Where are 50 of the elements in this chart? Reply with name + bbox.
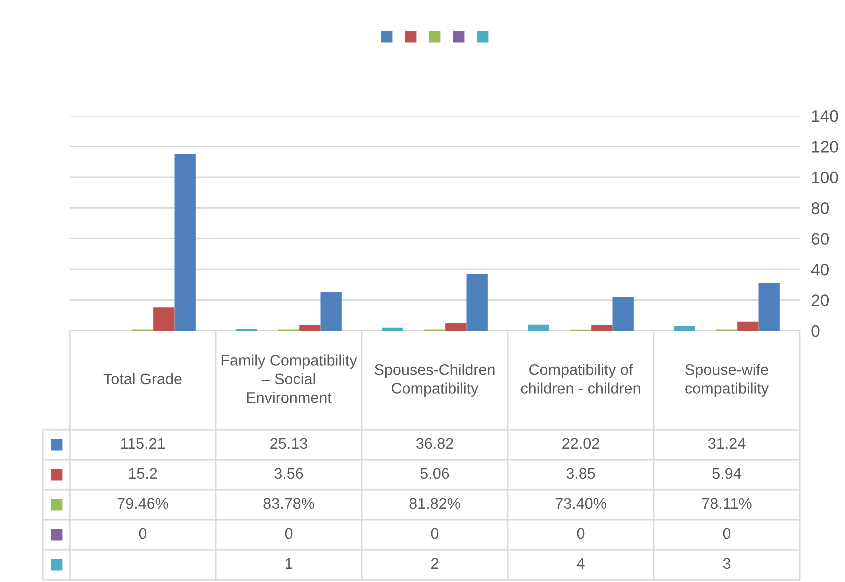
bar bbox=[738, 322, 759, 331]
bar bbox=[320, 292, 342, 331]
bar bbox=[528, 324, 550, 331]
y-tick-label: 60 bbox=[812, 233, 829, 246]
y-tick-label: 0 bbox=[812, 325, 820, 338]
x-tick-label: Total Grade bbox=[104, 373, 182, 385]
data-label: 1 bbox=[286, 558, 293, 569]
y-tick-label: 40 bbox=[811, 264, 829, 276]
data-label: 0 bbox=[285, 528, 293, 540]
data-label: 81.82% bbox=[410, 498, 460, 510]
y-tick-label: 140 bbox=[812, 110, 838, 122]
bar bbox=[154, 308, 175, 331]
data-label: 36.82 bbox=[416, 438, 454, 450]
data-label: 79.46% bbox=[118, 498, 168, 510]
data-label: 5.94 bbox=[712, 468, 742, 480]
data-label: 3.85 bbox=[566, 468, 596, 480]
data-label: 15.2 bbox=[129, 468, 158, 480]
bar bbox=[758, 283, 780, 331]
bar bbox=[446, 323, 467, 331]
y-tick-label: 20 bbox=[812, 294, 829, 306]
data-label: 2 bbox=[432, 558, 438, 569]
y-tick-label: 120 bbox=[812, 141, 838, 153]
bar bbox=[674, 326, 696, 331]
bar bbox=[174, 154, 196, 331]
x-tick-label: Spouse-wife compatibility bbox=[686, 364, 769, 397]
data-label: 3.56 bbox=[274, 468, 304, 480]
data-label: 78.11% bbox=[702, 498, 752, 510]
data-label: 25.13 bbox=[270, 438, 308, 450]
data-label: 73.40% bbox=[556, 498, 606, 510]
data-label: 5.06 bbox=[420, 468, 450, 480]
bar bbox=[382, 328, 404, 331]
data-label: 0 bbox=[577, 528, 585, 540]
data-label: 0 bbox=[139, 528, 147, 540]
x-tick-label: Spouses-Children Compatibility bbox=[374, 364, 495, 397]
data-label: 115.21 bbox=[121, 438, 166, 450]
x-tick-label: Family Compatibility – Social Environment bbox=[222, 354, 358, 404]
bar bbox=[466, 274, 488, 331]
bar bbox=[300, 326, 321, 331]
x-tick-label: Compatibility of children - children bbox=[521, 364, 640, 394]
data-label: 22.02 bbox=[562, 438, 600, 450]
data-label: 3 bbox=[723, 558, 731, 570]
data-label: 4 bbox=[577, 558, 585, 569]
y-tick-label: 80 bbox=[812, 202, 829, 214]
y-tick-label: 100 bbox=[812, 172, 838, 184]
data-label: 83.78% bbox=[264, 498, 314, 510]
data-label: 31.24 bbox=[708, 438, 746, 450]
data-label: 0 bbox=[723, 528, 731, 540]
bar bbox=[612, 297, 634, 331]
bar bbox=[592, 325, 613, 331]
data-label: 0 bbox=[431, 528, 439, 540]
